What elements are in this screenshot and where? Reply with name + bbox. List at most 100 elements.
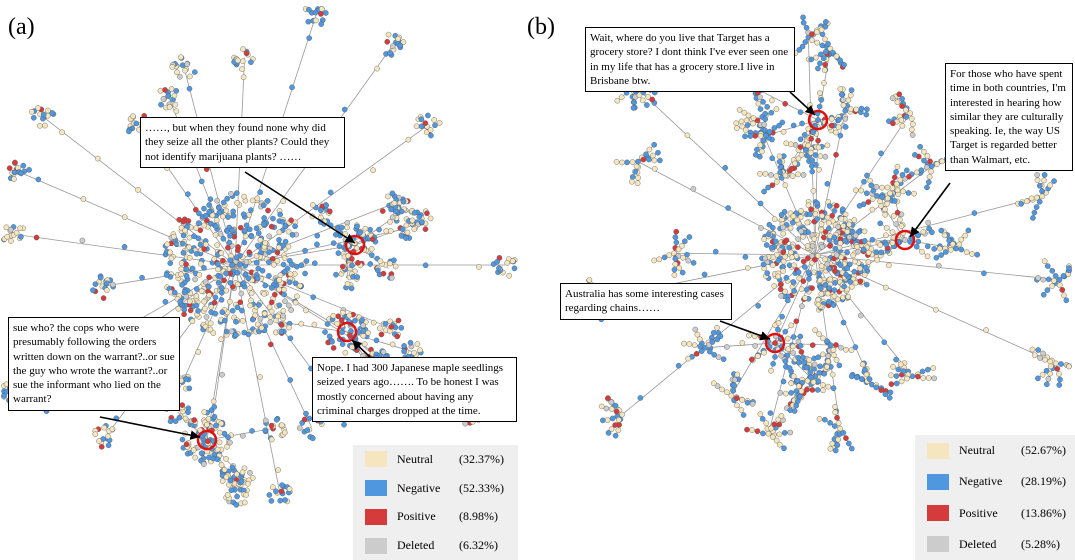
node <box>734 125 740 131</box>
node <box>817 277 823 284</box>
node <box>894 209 901 216</box>
node <box>192 206 199 213</box>
node <box>218 336 225 343</box>
node <box>206 208 212 215</box>
node <box>245 275 252 281</box>
node <box>798 286 805 293</box>
node <box>271 261 277 268</box>
highlight-ring <box>764 332 786 354</box>
annotation: Australia has some interesting cases reg… <box>560 283 732 320</box>
node <box>800 19 807 26</box>
node <box>845 293 852 300</box>
node <box>796 275 803 282</box>
node <box>306 35 312 41</box>
node <box>401 348 407 355</box>
node <box>830 302 837 308</box>
node <box>869 206 876 213</box>
node <box>248 59 254 65</box>
node <box>808 56 815 63</box>
node <box>391 200 398 206</box>
node <box>818 51 824 58</box>
node <box>832 268 838 274</box>
node <box>339 341 346 347</box>
node <box>608 406 615 412</box>
node <box>207 320 214 327</box>
node <box>405 136 412 143</box>
node <box>202 305 208 312</box>
node <box>734 371 741 378</box>
node <box>793 402 800 409</box>
node <box>398 233 405 239</box>
node <box>6 165 13 171</box>
node <box>274 249 281 256</box>
node <box>345 253 352 259</box>
node <box>281 291 287 298</box>
node <box>354 223 360 230</box>
node <box>861 238 868 244</box>
node <box>1052 273 1059 279</box>
node <box>1031 209 1038 216</box>
node <box>834 414 840 421</box>
node <box>816 270 822 277</box>
node <box>26 167 32 173</box>
node <box>762 171 769 177</box>
node <box>418 116 425 123</box>
node <box>1056 276 1063 283</box>
node <box>795 236 801 242</box>
node <box>757 133 764 139</box>
node <box>318 11 324 17</box>
edge <box>346 331 413 352</box>
node <box>943 249 949 255</box>
node <box>210 330 217 336</box>
node <box>804 386 810 393</box>
arrow <box>351 339 371 358</box>
node <box>277 211 283 218</box>
node <box>941 232 948 239</box>
node <box>619 159 625 166</box>
node <box>334 320 340 327</box>
node <box>287 377 293 383</box>
node <box>237 261 243 268</box>
node <box>759 416 766 422</box>
node <box>178 54 184 61</box>
legend-swatch <box>365 537 387 554</box>
legend-item: Deleted (6.32%) <box>365 537 530 555</box>
node <box>1040 291 1047 298</box>
node <box>685 355 691 362</box>
node <box>931 246 938 252</box>
node <box>840 319 847 326</box>
node <box>636 92 643 99</box>
node <box>230 208 236 215</box>
node <box>240 211 247 218</box>
node <box>850 252 856 259</box>
node <box>772 354 778 360</box>
node <box>810 129 816 136</box>
node <box>178 271 184 278</box>
node <box>33 234 40 241</box>
node <box>681 340 687 347</box>
node <box>1057 376 1063 383</box>
node <box>425 112 431 119</box>
node <box>1041 177 1047 184</box>
node <box>212 294 219 301</box>
node <box>219 309 226 315</box>
node <box>843 435 849 441</box>
node <box>419 219 425 225</box>
node <box>296 425 303 431</box>
node <box>506 272 512 279</box>
node <box>211 299 218 306</box>
node <box>805 202 812 209</box>
node <box>722 164 729 171</box>
node <box>3 224 10 231</box>
node <box>865 249 872 256</box>
node <box>216 439 223 446</box>
node <box>201 461 207 467</box>
node <box>243 259 250 265</box>
node <box>717 333 724 340</box>
node <box>249 428 255 434</box>
node <box>509 258 516 264</box>
node <box>92 431 99 437</box>
node <box>679 243 685 249</box>
node <box>817 153 824 159</box>
node <box>262 240 269 246</box>
